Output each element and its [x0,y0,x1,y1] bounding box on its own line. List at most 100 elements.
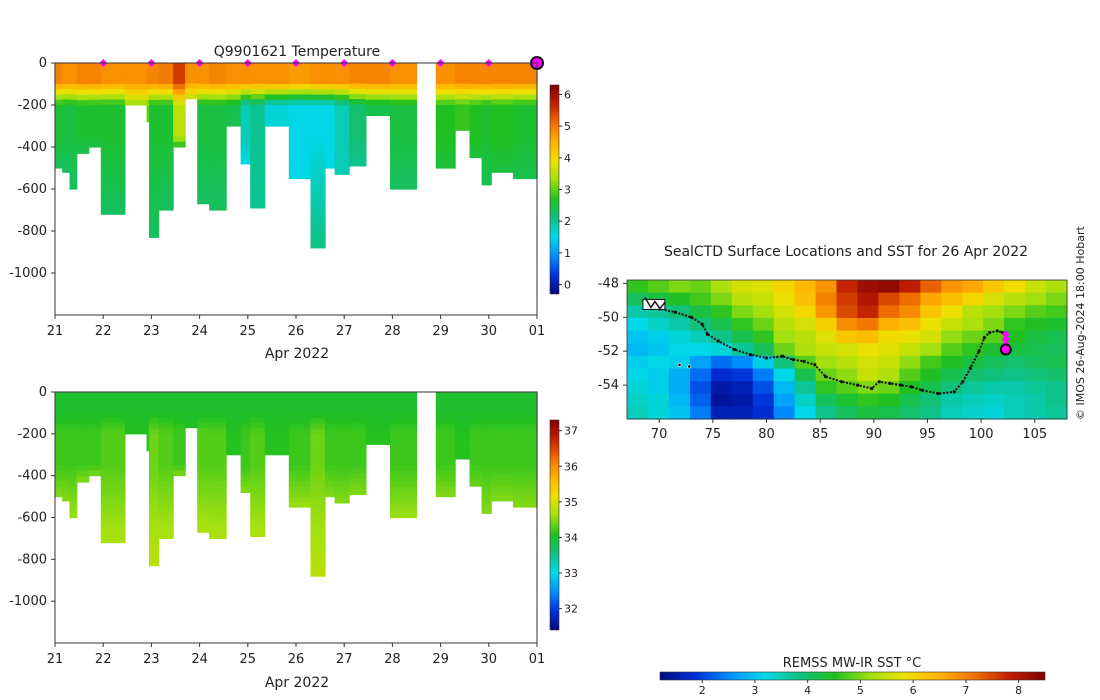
heatmap-cell [288,412,312,419]
heatmap-cell [264,439,290,445]
heatmap-cell [62,464,70,471]
heatmap-cell [209,194,227,201]
sst-cell [773,317,796,332]
heatmap-cell [76,100,90,107]
heatmap-cell [324,402,336,409]
heatmap-cell [185,63,198,69]
heatmap-cell [250,176,266,183]
heatmap-cell [349,129,367,136]
colorbar-tick-label: 33 [564,567,578,580]
heatmap-cell [310,195,326,201]
heatmap-cell [62,167,70,173]
heatmap-cell [390,168,418,174]
heatmap-cell [100,125,126,132]
heatmap-cell [88,428,102,435]
heatmap-cell [62,449,70,455]
heatmap-cell [197,412,210,419]
heatmap-cell [240,89,251,96]
x-tick-label: 29 [432,324,449,339]
heatmap-cell [365,105,391,111]
heatmap-cell [481,497,492,504]
heatmap-cell [240,84,251,91]
sst-cell [689,393,712,407]
heatmap-cell [250,397,266,403]
heatmap-cell [226,402,242,409]
sst-cell [648,406,670,420]
heatmap-cell [149,136,160,143]
heatmap-cell [226,433,242,440]
heatmap-cell [149,407,160,414]
heatmap-cell [334,465,350,472]
heatmap-cell [250,417,266,424]
heatmap-cell [390,486,418,492]
colorbar-tick-label: 37 [564,425,578,438]
heatmap-cell [173,465,186,471]
sst-cell [815,355,838,369]
heatmap-cell [310,513,326,519]
heatmap-cell [100,418,126,424]
heatmap-cell [491,454,514,460]
heatmap-cell [197,449,210,455]
heatmap-cell [173,126,186,132]
heatmap-cell [512,439,538,445]
heatmap-cell [226,444,242,451]
heatmap-cell [185,412,198,418]
heatmap-cell [481,418,492,425]
heatmap-cell [310,189,326,196]
heatmap-cell [88,397,102,403]
heatmap-cell [512,136,538,143]
sst-cell [899,317,921,332]
heatmap-cell [173,397,186,403]
heatmap-cell [100,423,126,429]
heatmap-cell [173,115,186,122]
heatmap-cell [250,140,266,147]
heatmap-cell [250,151,266,157]
heatmap-cell [240,476,251,483]
heatmap-cell [149,444,160,451]
heatmap-cell [88,402,102,409]
sst-cell [878,381,900,395]
heatmap-cell [88,407,102,414]
heatmap-cell [310,523,326,530]
heatmap-cell [100,407,126,414]
heatmap-cell [435,475,456,482]
heatmap-cell [512,68,538,75]
heatmap-cell [158,199,174,206]
x-tick-label: 21 [47,324,64,339]
heatmap-cell [512,491,538,498]
sst-cell [836,343,859,357]
heatmap-cell [469,449,483,456]
heatmap-cell [158,402,174,409]
sst-cell [752,368,775,382]
sst-cell [983,305,1005,319]
sst-cell [1025,317,1047,332]
heatmap-cell [149,84,160,90]
sst-cell [962,317,984,332]
heatmap-cell [240,444,251,451]
heatmap-cell [324,73,336,80]
heatmap-cell [158,392,174,398]
track-point [700,322,704,326]
heatmap-cell [435,449,456,456]
heatmap-cell [69,183,78,190]
heatmap-cell [390,141,418,148]
heatmap-cell [209,178,227,185]
sst-cell [836,305,859,319]
sst-cell [668,393,691,407]
heatmap-cell [264,397,290,403]
heatmap-cell [100,141,126,147]
heatmap-cell [324,84,336,90]
heatmap-cell [149,523,160,530]
heatmap-cell [69,141,78,148]
heatmap-cell [390,99,418,106]
heatmap-cell [62,480,70,486]
heatmap-cell [149,423,160,430]
heatmap-cell [390,152,418,159]
heatmap-cell [62,412,70,419]
heatmap-cell [288,460,312,466]
heatmap-cell [62,469,70,476]
heatmap-cell [349,463,367,470]
heatmap-cell [481,392,492,398]
heatmap-cell [324,89,336,96]
heatmap-cell [365,99,391,106]
